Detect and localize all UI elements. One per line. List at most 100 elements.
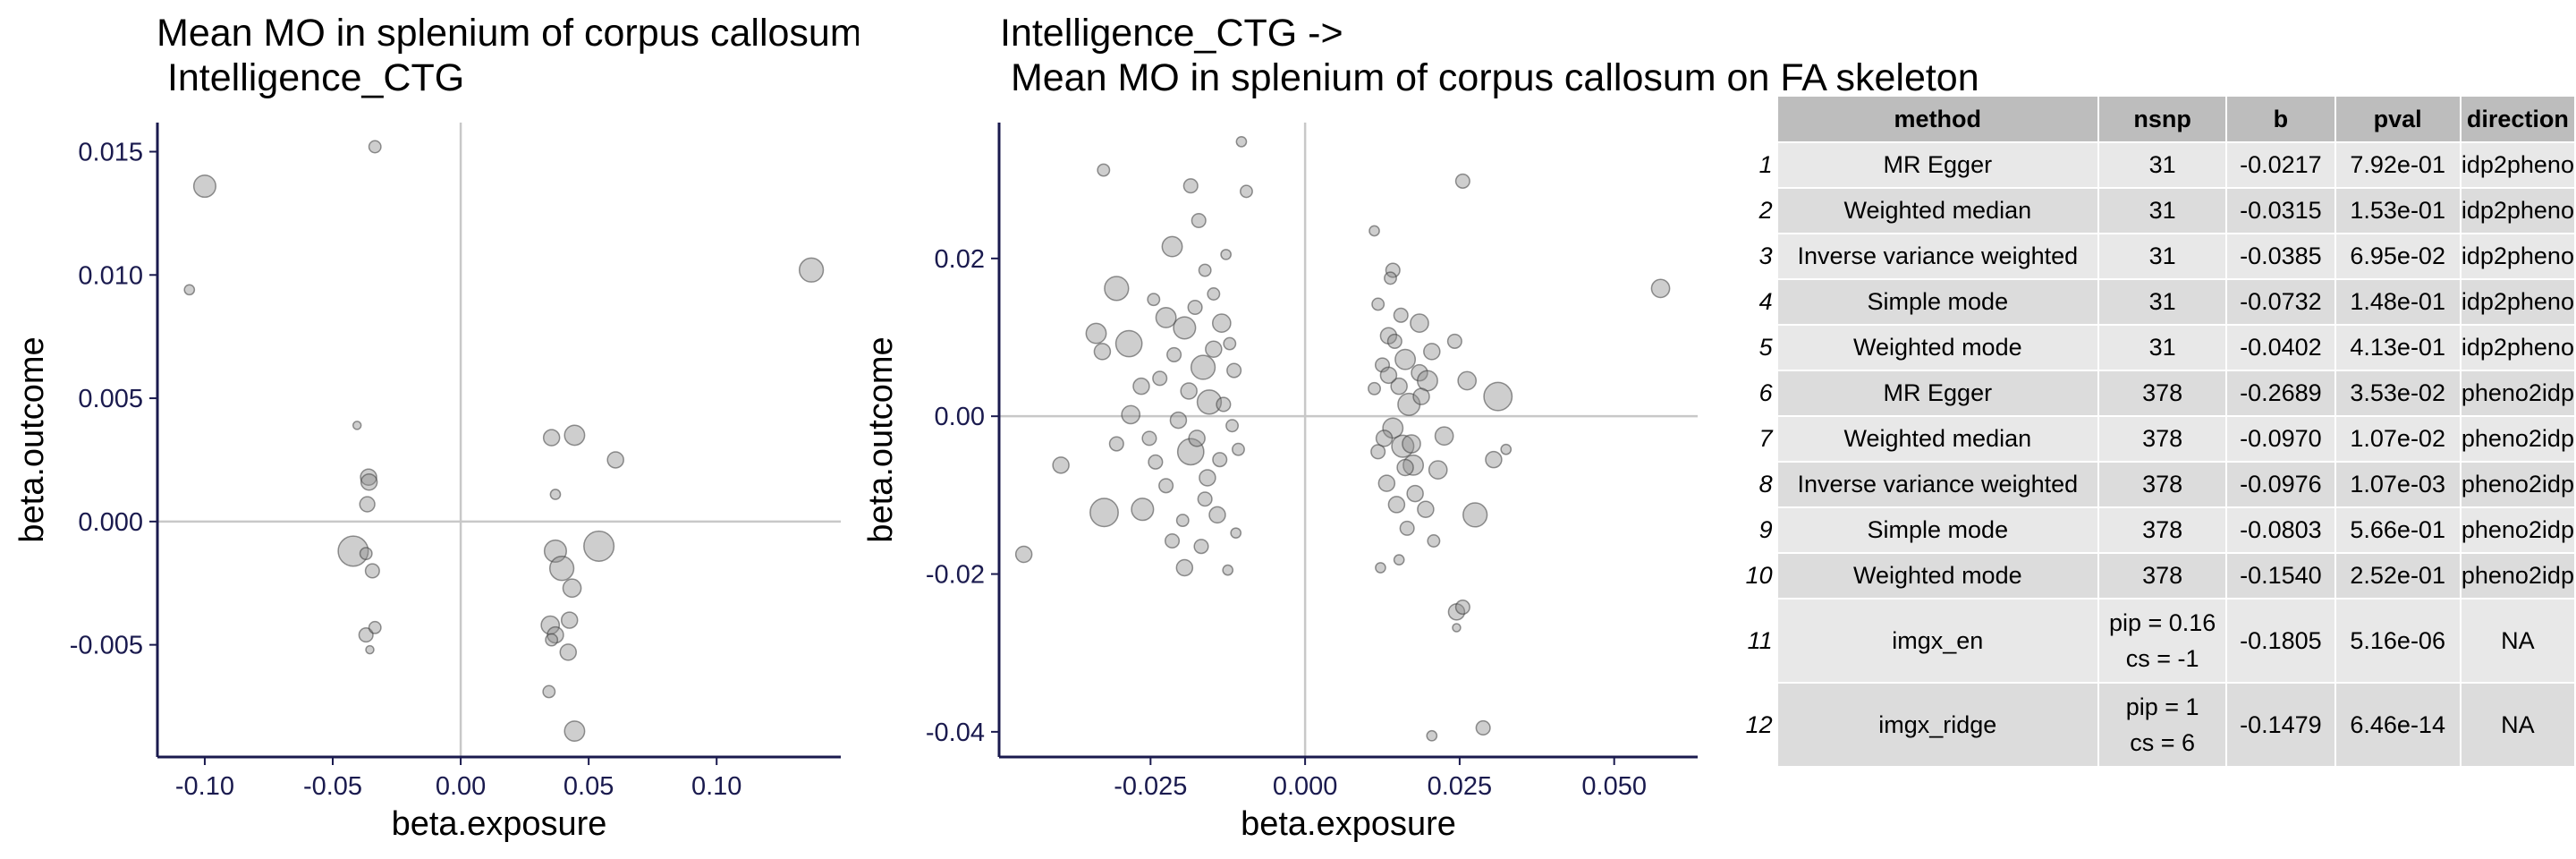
data-point [1212, 452, 1228, 468]
data-point [1187, 299, 1203, 316]
data-point [1198, 263, 1212, 277]
table-row: 5 Weighted mode 31 -0.0402 4.13e-01 idp2pheno [1741, 324, 2576, 371]
data-point [359, 496, 376, 513]
data-point [1199, 469, 1216, 487]
data-point [1093, 343, 1112, 361]
row-number: 8 [1741, 462, 1777, 507]
cell-method: Weighted median [1775, 187, 2099, 234]
header-direction: direction [2459, 95, 2576, 143]
data-point [542, 685, 556, 699]
data-point [1374, 357, 1391, 373]
data-point [1085, 322, 1107, 344]
data-point [606, 451, 624, 469]
cell-pval: 3.53e-02 [2334, 370, 2462, 417]
data-point [1175, 514, 1190, 528]
cell-b: -0.2689 [2225, 370, 2336, 417]
cell-pval: 1.48e-01 [2334, 278, 2462, 326]
cell-direction: pheno2idp [2459, 415, 2576, 463]
y-tick-label: 0.00 [935, 403, 985, 431]
cell-b: -0.1479 [2225, 682, 2336, 768]
data-point [1207, 287, 1221, 301]
data-point [1197, 491, 1213, 507]
data-point [564, 720, 586, 743]
y-tick-label: 0.005 [78, 385, 143, 413]
cell-nsnp: 378 [2097, 552, 2228, 600]
cell-b: -0.1805 [2225, 598, 2336, 684]
plot2-title: Intelligence_CTG -> Mean MO in splenium … [1000, 12, 1979, 99]
data-point [583, 530, 615, 562]
data-point [1223, 336, 1237, 351]
data-point [1240, 184, 1253, 199]
data-point [1650, 278, 1671, 299]
cell-b: -0.0217 [2225, 141, 2336, 189]
cell-b: -0.1540 [2225, 552, 2336, 600]
cell-nsnp: 31 [2097, 141, 2228, 189]
data-point [1386, 333, 1402, 349]
cell-pval: 1.53e-01 [2334, 187, 2462, 234]
row-number: 1 [1741, 142, 1777, 188]
data-point [365, 644, 375, 655]
data-point [1371, 297, 1385, 311]
data-point [1417, 370, 1438, 392]
data-point [1014, 545, 1033, 564]
row-number: 6 [1741, 370, 1777, 416]
y-tick-label: 0.02 [935, 245, 985, 274]
data-point [1176, 438, 1205, 466]
cell-b: -0.0803 [2225, 506, 2336, 554]
data-point [1393, 554, 1405, 566]
cell-pval: 6.46e-14 [2334, 682, 2462, 768]
data-point [1191, 212, 1207, 229]
y-axis-label: beta.outcome [13, 336, 51, 542]
plot1-title: Mean MO in splenium of corpus callosum o… [157, 12, 859, 99]
data-point [560, 611, 579, 629]
data-point [360, 473, 378, 491]
data-point [192, 174, 216, 199]
x-tick-label: 0.10 [691, 772, 741, 801]
data-point [545, 633, 559, 647]
data-point [1385, 262, 1401, 278]
cell-b: -0.0402 [2225, 324, 2336, 371]
data-point [1173, 316, 1197, 340]
data-point [1394, 348, 1417, 370]
data-point [1379, 366, 1398, 385]
data-point [1375, 562, 1386, 574]
cell-direction: pheno2idp [2459, 506, 2576, 554]
data-point [1368, 225, 1380, 237]
cell-b: -0.0385 [2225, 233, 2336, 280]
cell-method: Inverse variance weighted [1775, 233, 2099, 280]
data-point [1196, 389, 1223, 415]
cell-nsnp: 378 [2097, 370, 2228, 417]
data-point [1220, 249, 1233, 260]
data-point [1104, 276, 1130, 302]
data-point [1208, 506, 1226, 524]
table-row: 8 Inverse variance weighted 378 -0.0976 1.07… [1741, 461, 2576, 508]
data-point [1193, 539, 1209, 555]
x-tick-label: -0.05 [303, 772, 362, 801]
data-point [1097, 163, 1111, 177]
x-tick-label: 0.000 [1273, 772, 1338, 801]
data-point [1384, 271, 1397, 285]
cell-pval: 4.13e-01 [2334, 324, 2462, 371]
data-point [1211, 313, 1232, 333]
cell-pval: 1.07e-03 [2334, 461, 2462, 508]
data-point [1164, 532, 1181, 549]
data-point [1377, 474, 1396, 492]
data-point [1393, 307, 1409, 323]
data-point [1182, 178, 1199, 194]
data-point [1426, 729, 1438, 742]
table-row: 2 Weighted median 31 -0.0315 1.53e-01 idp2phe… [1741, 187, 2576, 234]
data-point [1216, 396, 1232, 412]
mr-results-table: method nsnp b pval direction 1 MR Egger 31… [1741, 95, 2576, 768]
x-axis-label: beta.exposure [1241, 805, 1456, 843]
cell-pval: 7.92e-01 [2334, 141, 2462, 189]
row-number: 9 [1741, 507, 1777, 553]
table-row: 6 MR Egger 378 -0.2689 3.53e-02 pheno2idp [1741, 370, 2576, 417]
data-point [1399, 520, 1415, 536]
cell-pval: 2.52e-01 [2334, 552, 2462, 600]
data-point [1427, 534, 1441, 548]
cell-nsnp: 378 [2097, 415, 2228, 463]
data-point [1190, 354, 1216, 380]
cell-nsnp: 31 [2097, 233, 2228, 280]
data-point [364, 563, 380, 579]
data-point [1390, 377, 1408, 395]
